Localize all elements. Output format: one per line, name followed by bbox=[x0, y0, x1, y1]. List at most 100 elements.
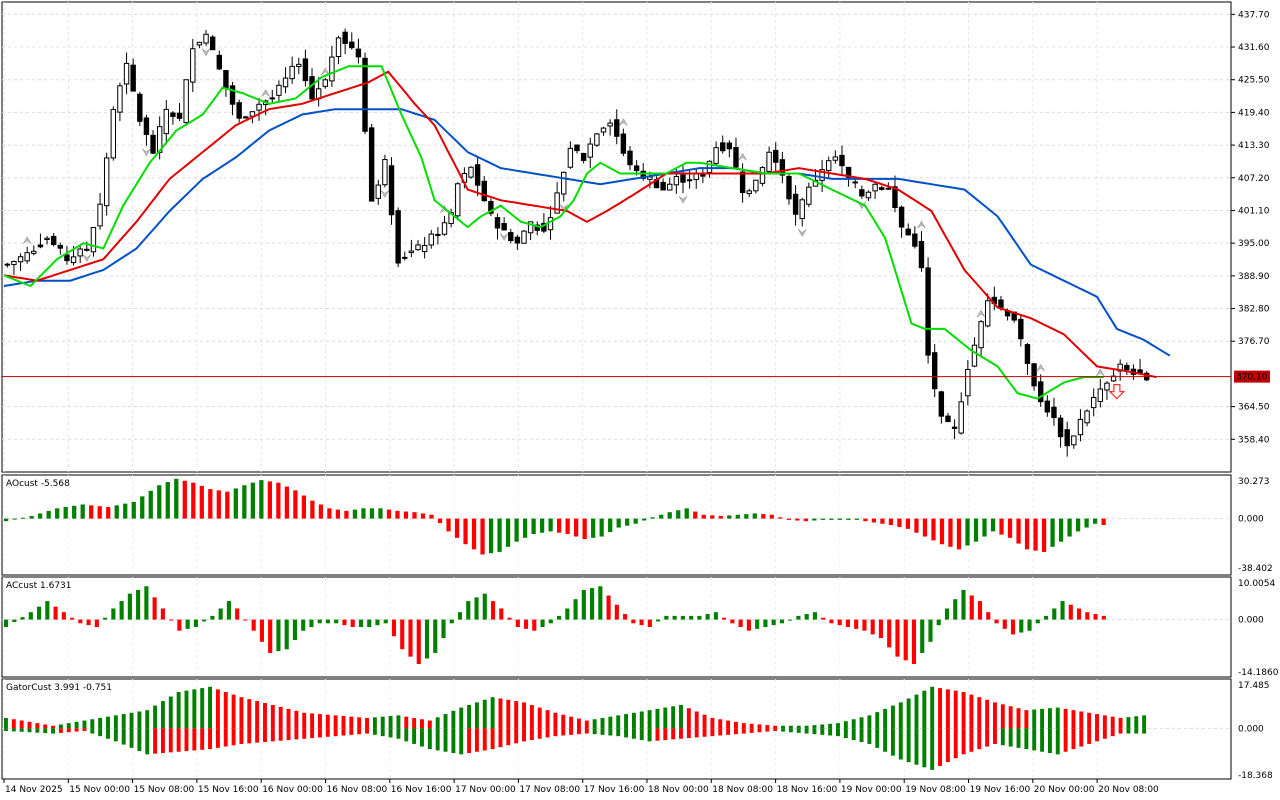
ac-bar bbox=[837, 619, 842, 626]
ac-bar bbox=[903, 619, 908, 661]
gator-upper-bar bbox=[529, 704, 534, 729]
gator-lower-bar bbox=[828, 728, 833, 736]
gator-lower-bar bbox=[577, 728, 581, 735]
gator-upper-bar bbox=[51, 725, 56, 729]
gator-lower-bar bbox=[1016, 728, 1021, 748]
candle-bull bbox=[667, 183, 673, 191]
gator-lower-bar bbox=[215, 728, 220, 748]
candle-bear bbox=[488, 201, 494, 214]
x-tick-label: 19 Nov 08:00 bbox=[905, 785, 966, 795]
gator-lower-bar bbox=[1126, 728, 1131, 734]
ao-bar bbox=[344, 510, 349, 519]
gator-lower-bar bbox=[427, 728, 432, 750]
candle-bear bbox=[932, 352, 938, 390]
gator-upper-bar bbox=[90, 719, 95, 729]
candle-bull bbox=[706, 160, 713, 173]
gator-lower-bar bbox=[639, 728, 644, 741]
gator-lower-bar bbox=[938, 728, 942, 767]
ao-bar bbox=[488, 518, 494, 554]
ac-bar bbox=[350, 619, 355, 627]
ao-bar bbox=[225, 491, 230, 519]
ac-bar bbox=[226, 601, 231, 620]
gator-pane[interactable]: 17.485 0.000 -18.368 GatorCust 3.991 -0.751 bbox=[1, 678, 1273, 781]
ac-bar bbox=[1068, 604, 1073, 620]
candle-bull bbox=[408, 250, 415, 254]
gator-upper-bar bbox=[317, 714, 322, 729]
fractal-up-icon bbox=[1036, 363, 1045, 372]
ao-bar bbox=[582, 518, 587, 540]
gator-upper-bar bbox=[27, 721, 32, 729]
candle-bear bbox=[50, 235, 57, 246]
gator-upper-bar bbox=[459, 707, 464, 729]
gator-upper-bar bbox=[451, 710, 456, 729]
gator-lower-bar bbox=[710, 728, 715, 737]
ao-bar bbox=[905, 518, 911, 529]
gator-lower-bar bbox=[757, 728, 762, 733]
gator-upper-bar bbox=[215, 689, 220, 729]
ac-bar bbox=[235, 608, 240, 620]
gator-upper-bar bbox=[1008, 706, 1013, 729]
candle-bull bbox=[156, 126, 163, 153]
gator-upper-bar bbox=[467, 704, 472, 729]
ac-bar bbox=[408, 619, 413, 657]
gator-lower-bar bbox=[977, 728, 982, 750]
x-tick-label: 16 Nov 00:00 bbox=[262, 785, 323, 795]
gator-title: GatorCust 3.991 -0.751 bbox=[6, 683, 112, 693]
ac-bar bbox=[623, 614, 628, 620]
ao-bar bbox=[973, 518, 979, 542]
ac-pane[interactable]: 10.0054 0.000 -14.1860 ACcust 1.6731 bbox=[1, 576, 1279, 678]
gator-lower-bar bbox=[388, 728, 393, 738]
ao-bar bbox=[948, 518, 953, 547]
ao-pane[interactable]: 30.273 0.000 -38.402 AOcust -5.568 bbox=[1, 474, 1273, 576]
candle-bull bbox=[70, 256, 77, 264]
ac-bar bbox=[697, 615, 702, 620]
gator-lower-bar bbox=[121, 728, 126, 745]
ac-bar bbox=[507, 617, 512, 620]
gator-upper-bar bbox=[153, 705, 158, 729]
ac-bar bbox=[367, 619, 372, 627]
candle-bear bbox=[57, 244, 64, 249]
gator-upper-bar bbox=[365, 717, 369, 729]
candle-bull bbox=[1071, 435, 1077, 446]
gator-lower-bar bbox=[106, 728, 110, 739]
ac-bar bbox=[656, 619, 661, 622]
ac-bar bbox=[631, 619, 636, 624]
candle-bull bbox=[322, 79, 328, 87]
ao-bar bbox=[131, 501, 136, 519]
ac-bar bbox=[45, 601, 50, 620]
ac-bar bbox=[515, 619, 520, 627]
candle-bull bbox=[600, 127, 607, 133]
candle-bear bbox=[859, 189, 865, 197]
ac-bar bbox=[449, 619, 454, 624]
ac-bar bbox=[606, 595, 611, 620]
ac-bar bbox=[1052, 608, 1057, 620]
gator-upper-bar bbox=[514, 701, 519, 729]
candle-bull bbox=[759, 167, 766, 184]
gator-upper-bar bbox=[702, 714, 707, 729]
ao-bar bbox=[352, 509, 358, 519]
ac-bar bbox=[713, 612, 718, 620]
gator-upper-bar bbox=[969, 694, 974, 729]
y-tick-label: 364.50 bbox=[1238, 403, 1270, 413]
ao-bar bbox=[939, 518, 945, 545]
candle-bull bbox=[382, 159, 388, 186]
ao-bar bbox=[608, 518, 613, 533]
candle-bull bbox=[276, 84, 282, 96]
ao-bar bbox=[497, 518, 502, 552]
price-pane[interactable]: 437.70 431.60 425.50 419.40 413.30 407.20 401.… bbox=[1, 1, 1270, 473]
ao-bar bbox=[897, 518, 902, 527]
x-tick-label: 16 Nov 16:00 bbox=[391, 785, 452, 795]
ac-bar bbox=[474, 597, 479, 620]
ac-bar bbox=[1060, 601, 1065, 620]
gator-lower-bar bbox=[459, 728, 464, 755]
gator-upper-bar bbox=[1126, 717, 1131, 729]
candle-bear bbox=[223, 70, 229, 89]
gator-upper-bar bbox=[1118, 717, 1123, 729]
gator-lower-bar bbox=[1000, 728, 1005, 746]
gator-lower-bar bbox=[726, 728, 731, 735]
ao-bar bbox=[46, 510, 51, 519]
candle-bear bbox=[660, 181, 666, 191]
gator-lower-bar bbox=[836, 728, 840, 737]
candle-bear bbox=[236, 102, 242, 119]
